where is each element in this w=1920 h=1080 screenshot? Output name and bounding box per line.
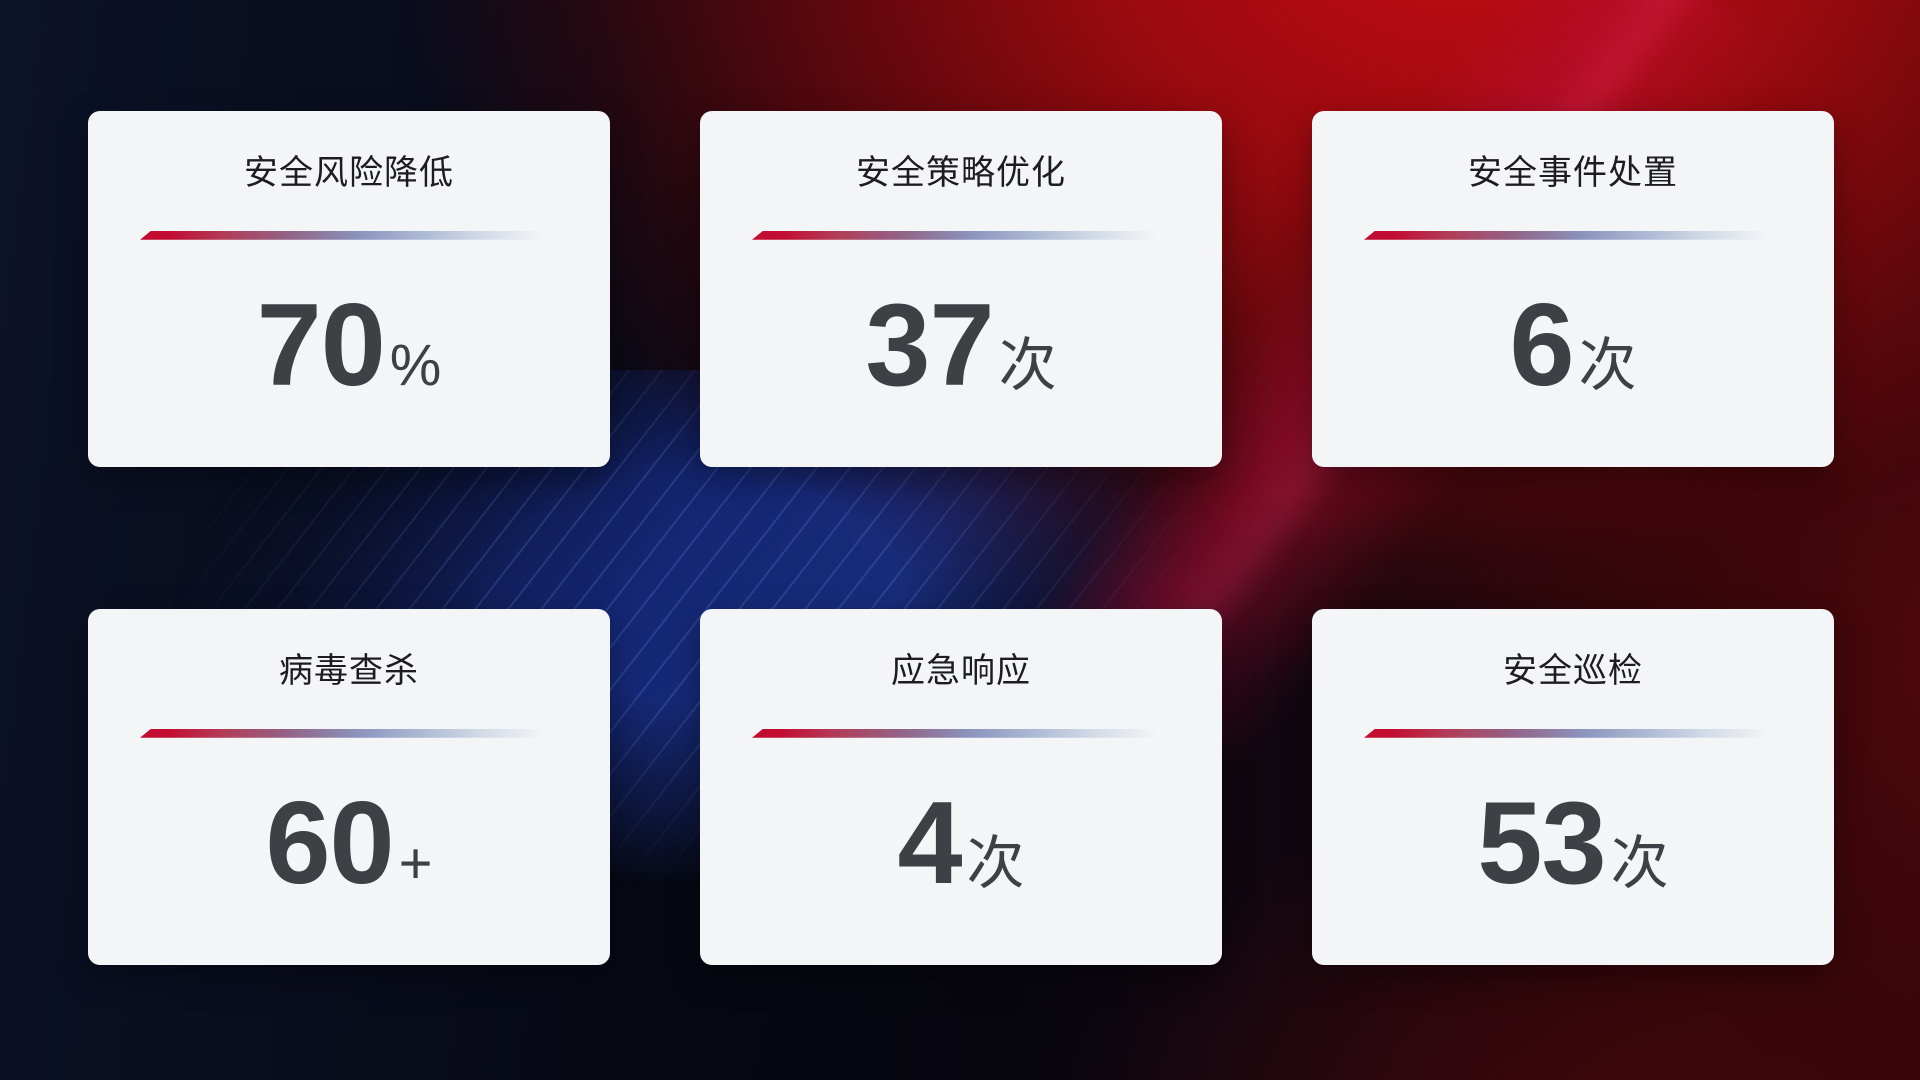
stat-value-row: 53 次 xyxy=(1477,784,1668,901)
stat-divider xyxy=(1364,728,1782,738)
stat-divider xyxy=(140,728,558,738)
stat-card: 应急响应 4 次 xyxy=(700,609,1222,965)
stat-value: 6 xyxy=(1509,278,1574,410)
stat-card-title: 安全风险降低 xyxy=(244,154,454,192)
stat-value-suffix: 次 xyxy=(998,332,1057,398)
stat-value-suffix: 次 xyxy=(1610,830,1669,896)
stat-divider xyxy=(752,230,1170,240)
stat-divider xyxy=(1364,230,1782,240)
stat-value-row: 6 次 xyxy=(1509,286,1636,403)
stat-value-suffix: 次 xyxy=(966,830,1025,896)
stat-card-grid: 安全风险降低 70 % 安全策略优化 37 次 安全事件处置 6 次 病毒查杀 … xyxy=(88,111,1834,965)
stat-value-suffix: 次 xyxy=(1578,332,1637,398)
stat-value-suffix: % xyxy=(389,332,442,398)
stat-card-title: 应急响应 xyxy=(891,652,1031,690)
stat-divider xyxy=(140,230,558,240)
stat-card: 病毒查杀 60 + xyxy=(88,609,610,965)
stat-value: 37 xyxy=(865,278,994,410)
stat-card-title: 安全事件处置 xyxy=(1468,154,1678,192)
stat-card: 安全策略优化 37 次 xyxy=(700,111,1222,467)
stat-value-row: 37 次 xyxy=(865,286,1056,403)
stat-value-row: 70 % xyxy=(257,286,442,403)
stat-value-row: 60 + xyxy=(265,784,432,901)
stat-card: 安全巡检 53 次 xyxy=(1312,609,1834,965)
stat-value: 4 xyxy=(897,776,962,908)
stat-card-title: 病毒查杀 xyxy=(279,652,419,690)
stat-value-row: 4 次 xyxy=(897,784,1024,901)
stat-value-suffix: + xyxy=(398,830,433,896)
stat-value: 70 xyxy=(256,278,386,410)
stat-value: 53 xyxy=(1477,776,1606,908)
stat-divider xyxy=(752,728,1170,738)
stat-card-title: 安全巡检 xyxy=(1503,652,1643,690)
stat-value: 60 xyxy=(265,776,394,908)
stat-card: 安全事件处置 6 次 xyxy=(1312,111,1834,467)
stat-card: 安全风险降低 70 % xyxy=(88,111,610,467)
stat-card-title: 安全策略优化 xyxy=(856,154,1066,192)
